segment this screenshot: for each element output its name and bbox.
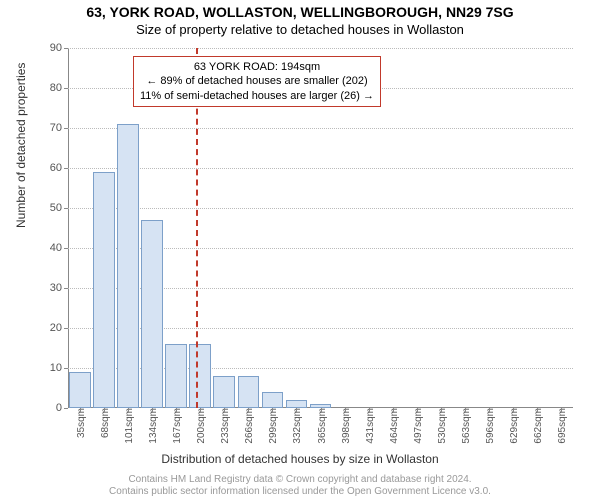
x-tick-mark — [393, 408, 394, 412]
x-tick-mark — [272, 408, 273, 412]
gridline — [68, 48, 573, 49]
x-tick-mark — [296, 408, 297, 412]
x-tick-mark — [345, 408, 346, 412]
y-tick-mark — [64, 368, 68, 369]
y-tick-label: 0 — [56, 402, 62, 414]
x-tick-label: 497sqm — [413, 408, 424, 444]
histogram-bar — [238, 376, 260, 408]
plot-area: 010203040506070809035sqm68sqm101sqm134sq… — [68, 48, 573, 408]
histogram-bar — [213, 376, 235, 408]
x-tick-label: 167sqm — [172, 408, 183, 444]
histogram-bar — [69, 372, 91, 408]
y-tick-label: 90 — [50, 42, 62, 54]
y-tick-label: 40 — [50, 242, 62, 254]
x-tick-label: 431sqm — [365, 408, 376, 444]
footer-line1: Contains HM Land Registry data © Crown c… — [0, 474, 600, 486]
x-tick-label: 662sqm — [533, 408, 544, 444]
x-tick-label: 200sqm — [196, 408, 207, 444]
x-tick-label: 596sqm — [485, 408, 496, 444]
y-tick-label: 30 — [50, 282, 62, 294]
x-tick-mark — [152, 408, 153, 412]
footer-attribution: Contains HM Land Registry data © Crown c… — [0, 474, 600, 498]
y-tick-mark — [64, 328, 68, 329]
y-axis-label: Number of detached properties — [14, 63, 28, 228]
footer-line2: Contains public sector information licen… — [0, 486, 600, 498]
x-tick-mark — [248, 408, 249, 412]
x-tick-label: 398sqm — [341, 408, 352, 444]
x-tick-label: 464sqm — [389, 408, 400, 444]
callout-line2: ← 89% of detached houses are smaller (20… — [140, 74, 374, 88]
x-tick-mark — [489, 408, 490, 412]
page-title: 63, YORK ROAD, WOLLASTON, WELLINGBOROUGH… — [0, 0, 600, 20]
histogram-bar — [286, 400, 308, 408]
x-tick-mark — [417, 408, 418, 412]
x-tick-mark — [104, 408, 105, 412]
x-tick-mark — [537, 408, 538, 412]
x-tick-label: 530sqm — [437, 408, 448, 444]
y-tick-mark — [64, 208, 68, 209]
gridline — [68, 168, 573, 169]
y-axis-line — [68, 48, 69, 408]
y-tick-label: 10 — [50, 362, 62, 374]
page-subtitle: Size of property relative to detached ho… — [0, 20, 600, 37]
y-tick-mark — [64, 408, 68, 409]
y-tick-label: 70 — [50, 122, 62, 134]
x-tick-label: 266sqm — [244, 408, 255, 444]
y-tick-mark — [64, 48, 68, 49]
gridline — [68, 128, 573, 129]
x-tick-mark — [224, 408, 225, 412]
x-tick-label: 299sqm — [268, 408, 279, 444]
x-tick-mark — [441, 408, 442, 412]
x-tick-label: 332sqm — [292, 408, 303, 444]
x-tick-mark — [200, 408, 201, 412]
x-axis-label: Distribution of detached houses by size … — [0, 452, 600, 466]
x-tick-mark — [465, 408, 466, 412]
x-tick-label: 134sqm — [148, 408, 159, 444]
x-tick-mark — [513, 408, 514, 412]
x-tick-label: 629sqm — [509, 408, 520, 444]
x-tick-label: 68sqm — [100, 408, 111, 438]
x-tick-label: 35sqm — [76, 408, 87, 438]
y-tick-label: 50 — [50, 202, 62, 214]
x-tick-mark — [321, 408, 322, 412]
y-tick-label: 60 — [50, 162, 62, 174]
histogram-bar — [141, 220, 163, 408]
x-tick-label: 101sqm — [124, 408, 135, 444]
distribution-chart: 010203040506070809035sqm68sqm101sqm134sq… — [68, 48, 573, 408]
x-tick-mark — [369, 408, 370, 412]
histogram-bar — [189, 344, 211, 408]
y-tick-mark — [64, 288, 68, 289]
y-tick-label: 20 — [50, 322, 62, 334]
x-tick-mark — [80, 408, 81, 412]
gridline — [68, 208, 573, 209]
histogram-bar — [93, 172, 115, 408]
y-tick-mark — [64, 128, 68, 129]
x-tick-mark — [561, 408, 562, 412]
y-tick-label: 80 — [50, 82, 62, 94]
x-tick-mark — [128, 408, 129, 412]
y-tick-mark — [64, 88, 68, 89]
histogram-bar — [262, 392, 284, 408]
histogram-bar — [117, 124, 139, 408]
y-tick-mark — [64, 248, 68, 249]
callout-line1: 63 YORK ROAD: 194sqm — [140, 60, 374, 74]
x-tick-label: 695sqm — [557, 408, 568, 444]
x-tick-label: 233sqm — [220, 408, 231, 444]
x-tick-label: 563sqm — [461, 408, 472, 444]
y-tick-mark — [64, 168, 68, 169]
callout-line3: 11% of semi-detached houses are larger (… — [140, 89, 374, 103]
histogram-bar — [165, 344, 187, 408]
x-tick-mark — [176, 408, 177, 412]
callout-box: 63 YORK ROAD: 194sqm← 89% of detached ho… — [133, 56, 381, 107]
x-tick-label: 365sqm — [317, 408, 328, 444]
